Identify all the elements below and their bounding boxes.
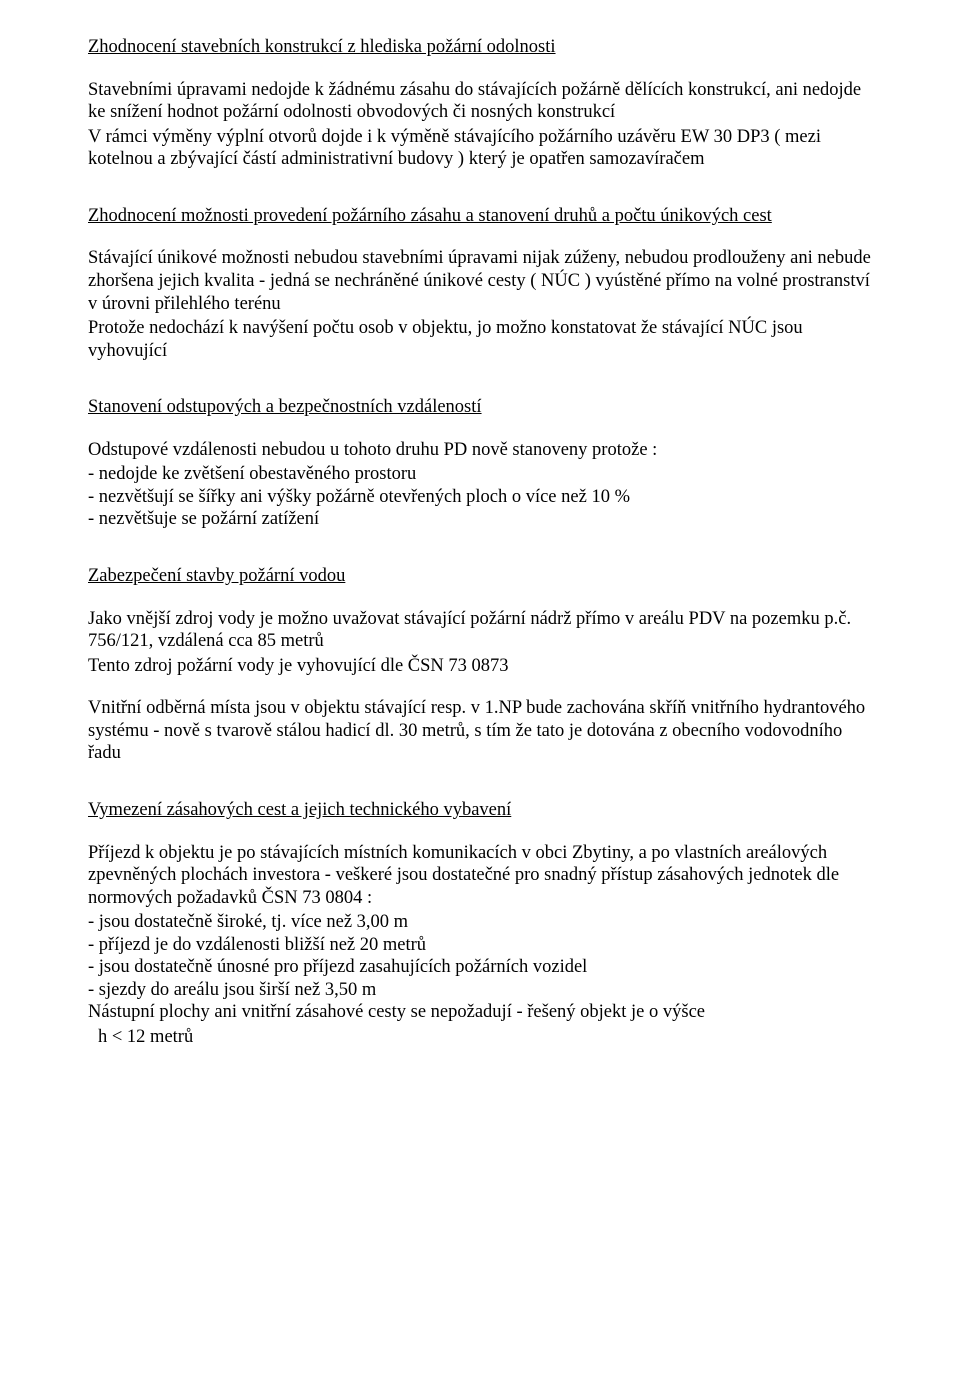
section-odstupove: Stanovení odstupových a bezpečnostních v… <box>88 396 872 531</box>
para-konstrukce-2: V rámci výměny výplní otvorů dojde i k v… <box>88 126 872 171</box>
para-zasah-3: h < 12 metrů <box>88 1026 872 1049</box>
para-zasah-1: Příjezd k objektu je po stávajících míst… <box>88 842 872 910</box>
heading-zasahove-cesty: Vymezení zásahových cest a jejich techni… <box>88 799 872 822</box>
section-zasahove-cesty: Vymezení zásahových cest a jejich techni… <box>88 799 872 1049</box>
zasah-item-2: - příjezd je do vzdálenosti bližší než 2… <box>88 934 872 957</box>
heading-konstrukce: Zhodnocení stavebních konstrukcí z hledi… <box>88 36 872 59</box>
odstupove-item-1: - nedojde ke zvětšení obestavěného prost… <box>88 463 872 486</box>
heading-unikove-cesty: Zhodnocení možnosti provedení požárního … <box>88 205 872 228</box>
odstupove-item-3: - nezvětšuje se požární zatížení <box>88 508 872 531</box>
para-unikove-1: Stávající únikové možnosti nebudou stave… <box>88 247 872 315</box>
section-konstrukce: Zhodnocení stavebních konstrukcí z hledi… <box>88 36 872 171</box>
heading-pozarni-voda: Zabezpečení stavby požární vodou <box>88 565 872 588</box>
para-voda-3: Vnitřní odběrná místa jsou v objektu stá… <box>88 697 872 765</box>
para-konstrukce-1: Stavebními úpravami nedojde k žádnému zá… <box>88 79 872 124</box>
para-zasah-2: Nástupní plochy ani vnitřní zásahové ces… <box>88 1001 872 1024</box>
para-voda-1: Jako vnější zdroj vody je možno uvažovat… <box>88 608 872 653</box>
zasah-item-4: - sjezdy do areálu jsou širší než 3,50 m <box>88 979 872 1002</box>
section-pozarni-voda: Zabezpečení stavby požární vodou Jako vn… <box>88 565 872 765</box>
para-odstupove-intro: Odstupové vzdálenosti nebudou u tohoto d… <box>88 439 872 462</box>
document-page: Zhodnocení stavebních konstrukcí z hledi… <box>0 0 960 1389</box>
para-unikove-2: Protože nedochází k navýšení počtu osob … <box>88 317 872 362</box>
odstupove-item-2: - nezvětšují se šířky ani výšky požárně … <box>88 486 872 509</box>
heading-odstupove: Stanovení odstupových a bezpečnostních v… <box>88 396 872 419</box>
section-unikove-cesty: Zhodnocení možnosti provedení požárního … <box>88 205 872 362</box>
zasah-item-1: - jsou dostatečně široké, tj. více než 3… <box>88 911 872 934</box>
zasah-item-3: - jsou dostatečně únosné pro příjezd zas… <box>88 956 872 979</box>
para-voda-2: Tento zdroj požární vody je vyhovující d… <box>88 655 872 678</box>
